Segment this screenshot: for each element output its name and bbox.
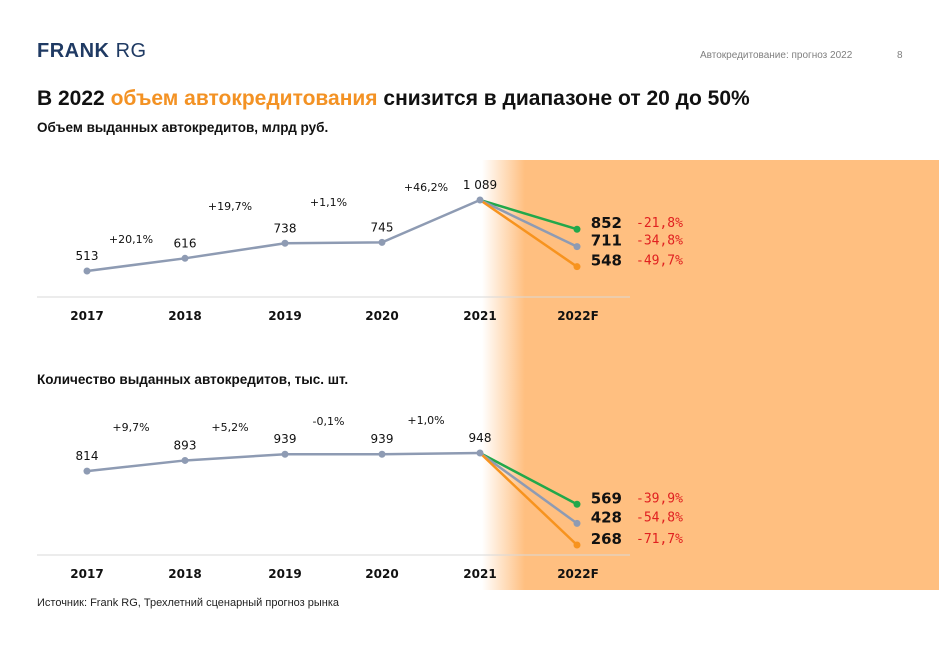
- section-title: Автокредитование: прогноз 2022: [700, 50, 853, 61]
- history-point: [181, 254, 189, 262]
- page-number: 8: [897, 50, 903, 61]
- forecast-fill: [559, 160, 939, 590]
- history-point: [83, 267, 91, 275]
- value-label: 893: [174, 438, 197, 452]
- forecast-change-base: -34,8%: [636, 234, 683, 249]
- history-point: [83, 467, 91, 475]
- history-point: [181, 456, 189, 464]
- forecast-point-pessimistic: [573, 541, 581, 549]
- forecast-point-base: [573, 243, 581, 251]
- change-label: +19,7%: [208, 200, 252, 213]
- title-highlight: объем автокредитования: [110, 87, 378, 110]
- value-label: 745: [371, 220, 394, 234]
- change-label: +20,1%: [109, 233, 153, 246]
- year-label: 2018: [168, 567, 201, 581]
- value-label: 1 089: [463, 178, 497, 192]
- year-label: 2017: [70, 309, 103, 323]
- change-label: +46,2%: [404, 181, 448, 194]
- count-chart-title: Количество выданных автокредитов, тыс. ш…: [37, 372, 349, 387]
- year-label: 2020: [365, 309, 398, 323]
- value-label: 939: [371, 432, 394, 446]
- logo-suffix: RG: [115, 40, 147, 62]
- forecast-point-pessimistic: [573, 263, 581, 271]
- forecast-change-optimistic: -21,8%: [636, 216, 683, 231]
- year-label: 2020: [365, 567, 398, 581]
- change-label: +9,7%: [112, 421, 149, 434]
- forecast-line-optimistic: [479, 198, 578, 231]
- value-label: 513: [76, 249, 99, 263]
- forecast-change-base: -54,8%: [636, 510, 683, 525]
- value-label: 939: [274, 432, 297, 446]
- forecast-value-pessimistic: 548: [591, 252, 622, 270]
- forecast-point-optimistic: [573, 500, 581, 508]
- history-point: [476, 449, 484, 457]
- history-point: [476, 196, 484, 204]
- forecast-line-pessimistic: [479, 198, 578, 268]
- logo-main: FRANK: [37, 40, 110, 62]
- year-label: 2021: [463, 309, 496, 323]
- forecast-value-base: 711: [591, 232, 622, 250]
- value-label: 616: [174, 236, 197, 250]
- value-label: 738: [274, 221, 297, 235]
- year-label: 2018: [168, 309, 201, 323]
- year-label: 2021: [463, 567, 496, 581]
- forecast-value-optimistic: 569: [591, 489, 622, 507]
- forecast-line-optimistic: [479, 451, 578, 506]
- year-label: 2022F: [557, 309, 599, 323]
- forecast-line-base: [479, 451, 578, 525]
- forecast-change-optimistic: -39,9%: [636, 491, 683, 506]
- forecast-point-base: [573, 519, 581, 527]
- source-note: Источник: Frank RG, Трехлетний сценарный…: [37, 597, 340, 609]
- count-chart: 2017 2018 2019 2020 2021 2022F 814 893 939 939 948…: [37, 414, 683, 581]
- history-point: [281, 450, 289, 458]
- change-label: +5,2%: [211, 421, 248, 434]
- forecast-value-base: 428: [591, 508, 622, 526]
- forecast-line-pessimistic: [479, 452, 578, 546]
- forecast-change-pessimistic: -71,7%: [636, 532, 683, 547]
- forecast-value-pessimistic: 268: [591, 530, 622, 548]
- year-label: 2017: [70, 567, 103, 581]
- history-point: [378, 238, 386, 246]
- forecast-background: [482, 160, 939, 590]
- history-point: [281, 239, 289, 247]
- year-label: 2019: [268, 309, 301, 323]
- change-label: -0,1%: [313, 415, 345, 428]
- forecast-change-pessimistic: -49,7%: [636, 254, 683, 269]
- volume-chart: 2017 2018 2019 2020 2021 2022F 513 616 738 745 1 0…: [37, 178, 683, 323]
- forecast-point-optimistic: [573, 225, 581, 233]
- history-point: [378, 450, 386, 458]
- year-label: 2022F: [557, 567, 599, 581]
- forecast-line-base: [479, 198, 578, 248]
- value-label: 948: [469, 431, 492, 445]
- forecast-fade: [482, 160, 560, 590]
- change-label: +1,1%: [310, 196, 347, 209]
- title-part2: снизится в диапазоне от 20 до 50%: [377, 87, 750, 110]
- title-part1: В 2022: [37, 87, 111, 110]
- page-title: В 2022 объем автокредитования снизится в…: [37, 87, 750, 111]
- volume-chart-title: Объем выданных автокредитов, млрд руб.: [37, 120, 329, 135]
- value-label: 814: [76, 449, 99, 463]
- change-label: +1,0%: [407, 414, 444, 427]
- year-label: 2019: [268, 567, 301, 581]
- forecast-value-optimistic: 852: [591, 214, 622, 232]
- frank-rg-logo: FRANK RG: [37, 40, 147, 63]
